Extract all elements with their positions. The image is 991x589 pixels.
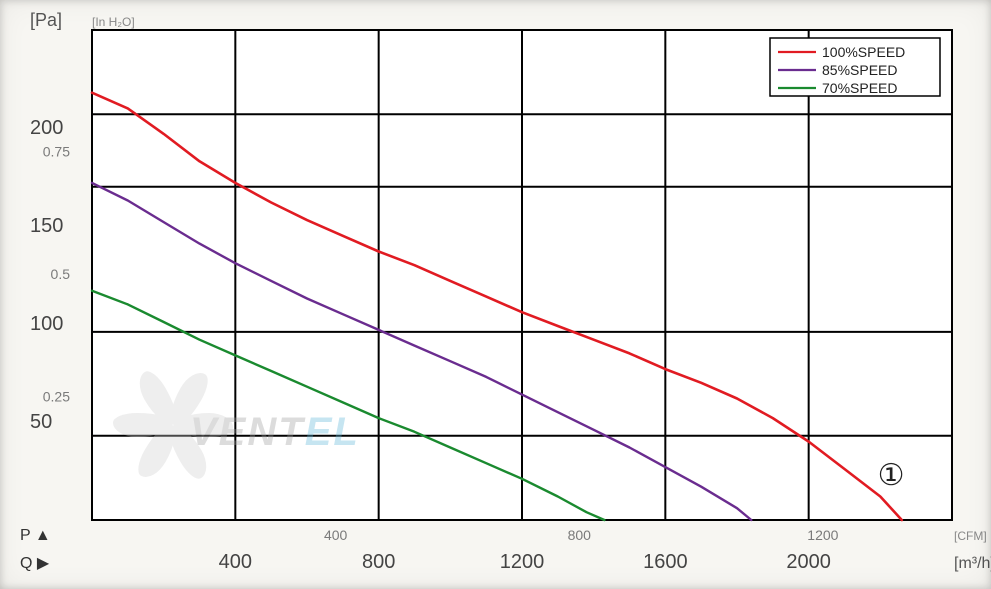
y-tick-inh2o: 0.5: [51, 266, 71, 282]
x-tick-m3h: 1200: [500, 551, 545, 573]
y-tick-pa: 100: [30, 313, 63, 335]
y-tick-pa: 200: [30, 117, 63, 139]
y-tick-inh2o: 0.75: [43, 144, 70, 160]
x-tick-m3h: 400: [219, 551, 252, 573]
legend-label: 85%SPEED: [822, 62, 897, 78]
x-tick-m3h: 1600: [643, 551, 688, 573]
legend-label: 100%SPEED: [822, 44, 905, 60]
legend-label: 70%SPEED: [822, 80, 897, 96]
x-tick-cfm: 400: [324, 527, 348, 543]
performance-curve-chart: 100%SPEED 85%SPEED 70%SPEED 50 100 150 200 [Pa]…: [0, 0, 991, 589]
y-unit-pa: [Pa]: [30, 10, 62, 30]
x-tick-cfm: 1200: [807, 527, 838, 543]
y-tick-pa: 150: [30, 215, 63, 237]
x-tick-m3h: 2000: [786, 551, 831, 573]
y-tick-pa: 50: [30, 411, 52, 433]
y-axis-label: P ▲: [20, 527, 51, 544]
x-unit-m3h: [m³/h]: [954, 555, 991, 572]
y-tick-inh2o: 0.25: [43, 389, 70, 405]
x-unit-cfm: [CFM]: [954, 529, 987, 543]
y-unit-inh2o: [In H₂O]: [92, 15, 135, 29]
selection-marker-1: ①: [878, 459, 905, 492]
x-tick-cfm: 800: [568, 527, 592, 543]
chart-stage: 100%SPEED 85%SPEED 70%SPEED 50 100 150 200 [Pa]…: [0, 0, 991, 589]
x-axis-label: Q ▶: [20, 555, 50, 572]
x-tick-m3h: 800: [362, 551, 395, 573]
